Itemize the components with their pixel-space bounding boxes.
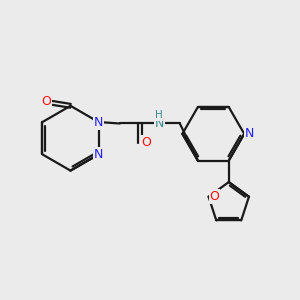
Text: N: N <box>155 117 164 130</box>
Text: O: O <box>141 136 151 149</box>
Text: N: N <box>245 127 254 140</box>
Text: O: O <box>210 190 219 203</box>
Text: N: N <box>94 148 103 161</box>
Text: N: N <box>94 116 103 128</box>
Text: H: H <box>155 110 163 120</box>
Text: O: O <box>41 95 51 108</box>
